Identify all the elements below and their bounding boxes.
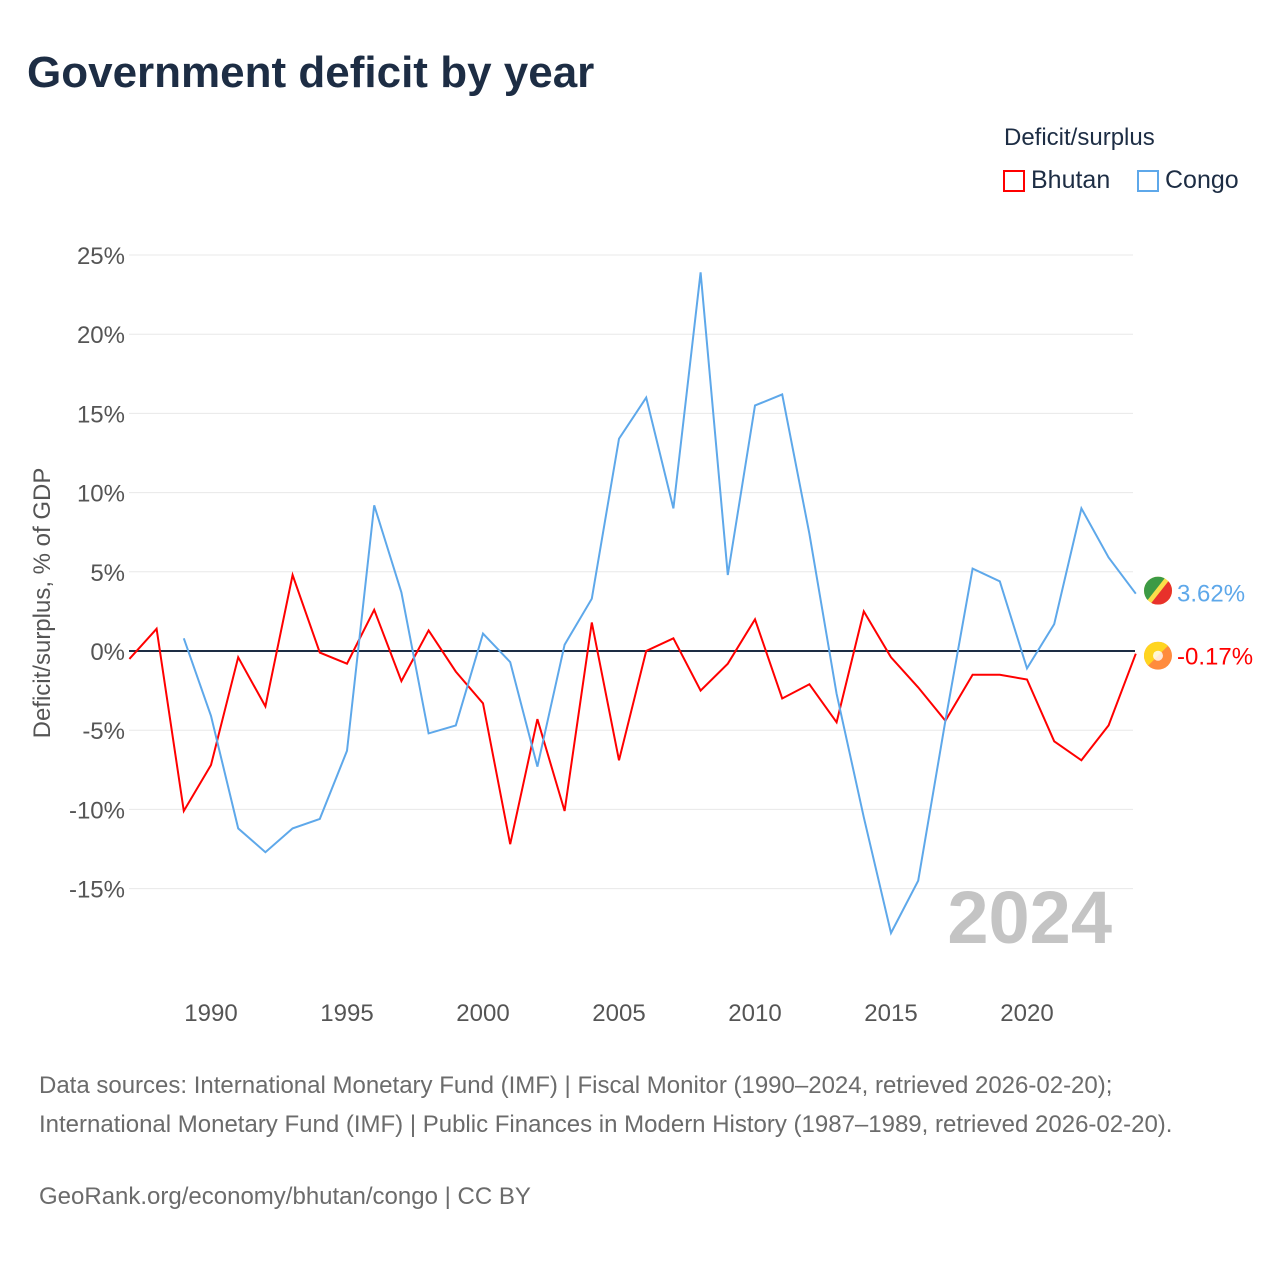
series-line-congo [182, 272, 1137, 936]
end-label-congo: 3.62% [1177, 581, 1245, 608]
legend-title: Deficit/surplus [1004, 124, 1155, 151]
legend-label-bhutan: Bhutan [1031, 166, 1111, 194]
x-tick-label: 2020 [1000, 1000, 1053, 1027]
end-label-bhutan: -0.17% [1177, 644, 1253, 671]
y-tick-label: 20% [77, 322, 125, 349]
line-chart: 25% 20% 15% 10% 5% 0% -5% -10% -15% 1990 1995 2000 2… [29, 243, 1253, 1027]
y-tick-label: -15% [69, 877, 125, 904]
y-tick-label: 25% [77, 243, 125, 270]
x-tick-label: 1990 [184, 1000, 237, 1027]
x-tick-label: 2010 [728, 1000, 781, 1027]
y-tick-label: 0% [90, 639, 125, 666]
bhutan-flag-icon [1144, 641, 1172, 670]
y-tick-label: 10% [77, 481, 125, 508]
y-axis-label: Deficit/surplus, % of GDP [29, 468, 56, 739]
x-tick-label: 2005 [592, 1000, 645, 1027]
legend-item-bhutan[interactable]: Bhutan [1003, 166, 1110, 195]
x-tick-label: 2015 [864, 1000, 917, 1027]
legend-item-congo[interactable]: Congo [1137, 166, 1239, 195]
flag-green [1144, 576, 1166, 605]
data-sources: Data sources: International Monetary Fun… [39, 1072, 1173, 1138]
x-tick-label: 1995 [320, 1000, 373, 1027]
year-watermark: 2024 [947, 876, 1112, 959]
flag-red [1150, 576, 1172, 605]
y-tick-label: 15% [77, 401, 125, 428]
congo-flag-icon [1144, 576, 1172, 605]
chart-title: Government deficit by year [27, 48, 595, 97]
legend-label-congo: Congo [1165, 166, 1239, 194]
series-line-bhutan [128, 571, 1137, 845]
legend-swatch-congo [1137, 169, 1159, 192]
y-tick-label: -5% [82, 718, 125, 745]
y-tick-label: -10% [69, 797, 125, 824]
y-tick-label: 5% [90, 560, 125, 587]
legend-swatch-bhutan [1003, 169, 1025, 192]
flag-dragon [1153, 650, 1163, 661]
x-tick-label: 2000 [456, 1000, 509, 1027]
credit-link[interactable]: GeoRank.org/economy/bhutan/congo | CC BY [39, 1183, 531, 1210]
